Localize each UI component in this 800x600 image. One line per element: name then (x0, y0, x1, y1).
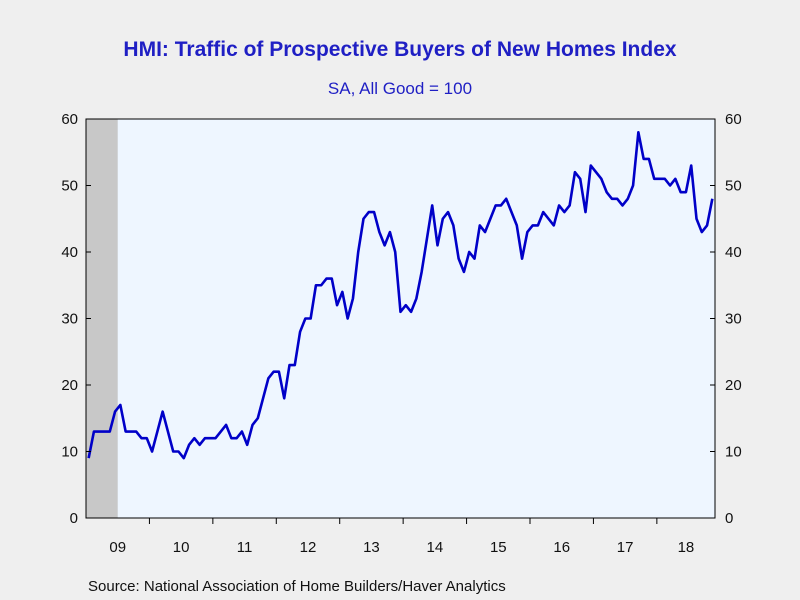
y-tick-label-right: 50 (725, 178, 742, 195)
y-tick-label-right: 60 (725, 111, 742, 128)
y-tick-label-right: 0 (725, 510, 733, 527)
y-tick-label-left: 40 (61, 244, 78, 261)
x-tick-label: 11 (237, 539, 253, 556)
y-tick-label-left: 10 (61, 444, 78, 461)
x-tick-label: 09 (109, 539, 126, 556)
x-tick-label: 14 (427, 539, 444, 556)
y-tick-label-left: 20 (61, 377, 78, 394)
x-tick-label: 10 (173, 539, 190, 556)
y-tick-label-left: 50 (61, 178, 78, 195)
y-tick-label-right: 10 (725, 444, 742, 461)
y-tick-label-right: 40 (725, 244, 742, 261)
chart-title: HMI: Traffic of Prospective Buyers of Ne… (123, 38, 677, 61)
y-tick-label-right: 20 (725, 377, 742, 394)
x-tick-label: 16 (553, 539, 570, 556)
y-tick-label-left: 60 (61, 111, 78, 128)
x-tick-label: 15 (490, 539, 507, 556)
y-tick-label-right: 30 (725, 311, 742, 328)
y-tick-label-left: 30 (61, 311, 78, 328)
x-tick-label: 13 (363, 539, 380, 556)
y-tick-label-left: 0 (70, 510, 78, 527)
source-note: Source: National Association of Home Bui… (88, 578, 506, 595)
x-tick-label: 12 (300, 539, 317, 556)
x-tick-label: 18 (678, 539, 695, 556)
series-line (87, 131, 714, 460)
chart-subtitle: SA, All Good = 100 (327, 79, 473, 98)
plot-area (86, 119, 715, 518)
x-tick-label: 17 (617, 539, 634, 556)
